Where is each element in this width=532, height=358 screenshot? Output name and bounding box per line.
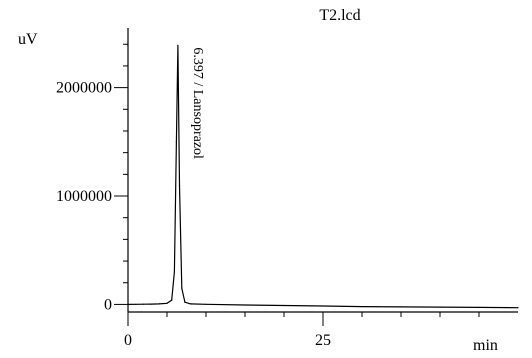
data-point xyxy=(184,301,186,303)
data-point xyxy=(158,303,160,305)
y-axis-label: uV xyxy=(18,31,38,48)
data-point xyxy=(244,304,246,306)
axes xyxy=(127,28,518,313)
data-point xyxy=(283,304,285,307)
data-point xyxy=(517,307,519,309)
data-point xyxy=(361,305,363,308)
data-point xyxy=(181,287,183,289)
x-axis-label: min xyxy=(473,337,498,354)
trace-group xyxy=(127,44,519,309)
data-point xyxy=(171,299,173,301)
data-point xyxy=(478,306,480,309)
data-point xyxy=(400,306,402,308)
data-point xyxy=(150,303,152,305)
y-tick-label-2: 2000000 xyxy=(56,80,112,97)
data-point xyxy=(205,303,207,305)
data-point xyxy=(175,141,177,143)
x-tick-label-0: 0 xyxy=(124,332,132,349)
tick-group: 0 1000000 2000000 0 25 xyxy=(56,43,480,349)
data-point xyxy=(127,303,129,306)
chart-title: T2.lcd xyxy=(319,7,360,24)
data-point xyxy=(166,302,168,304)
y-tick-label-0: 0 xyxy=(104,296,112,313)
x-tick-label-1: 25 xyxy=(315,332,331,349)
data-point xyxy=(173,271,176,273)
peak-annotation: 6.397 / Lansoprazol xyxy=(190,47,205,159)
data-point xyxy=(135,303,137,305)
data-point xyxy=(143,303,145,305)
data-point xyxy=(322,305,324,307)
data-point xyxy=(178,184,181,186)
y-tick-label-1: 1000000 xyxy=(56,188,112,205)
data-point xyxy=(177,44,179,46)
series-line-0 xyxy=(127,45,519,309)
data-point xyxy=(439,306,441,308)
data-point xyxy=(189,303,191,305)
